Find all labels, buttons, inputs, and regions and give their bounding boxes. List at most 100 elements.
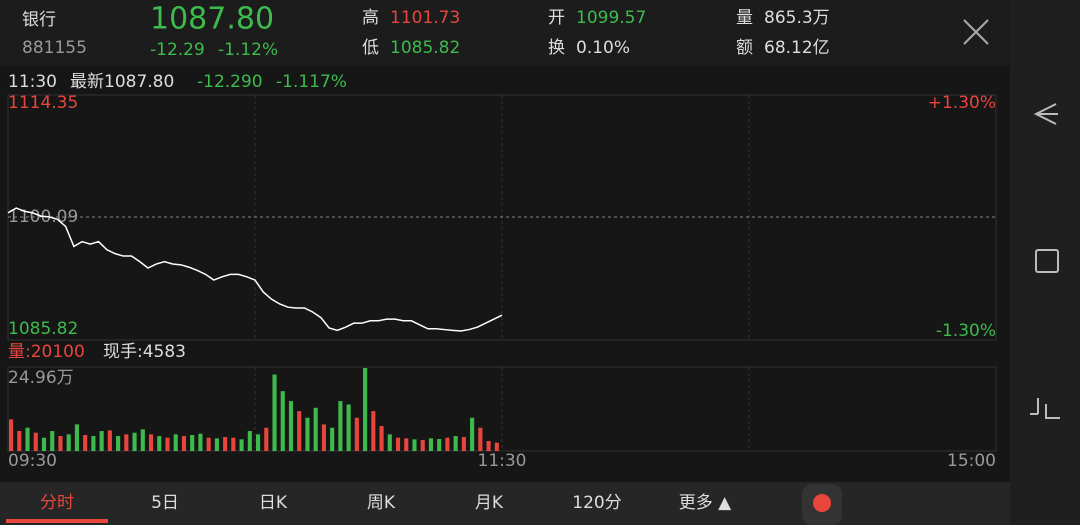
volume-bar bbox=[33, 432, 38, 451]
stat-label: 高 bbox=[362, 8, 379, 28]
stock-name: 银行 bbox=[22, 10, 56, 30]
x-tick-label: 15:00 bbox=[947, 451, 996, 471]
volume-bar bbox=[338, 401, 343, 451]
price: 1087.80 bbox=[150, 2, 274, 37]
volume-bar bbox=[50, 431, 55, 451]
volume-bar bbox=[58, 436, 63, 451]
volume-bar bbox=[66, 434, 71, 451]
price-line bbox=[7, 207, 503, 332]
stat-label: 低 bbox=[362, 38, 379, 58]
volume-bar bbox=[83, 435, 88, 451]
volume-bar bbox=[313, 407, 318, 451]
volume-bar bbox=[321, 424, 326, 451]
volume-bar bbox=[198, 433, 203, 451]
x-tick-label: 11:30 bbox=[478, 451, 527, 471]
stat-label: 量 bbox=[736, 8, 753, 28]
info-change-pct: -1.117% bbox=[276, 72, 347, 92]
volume-bar bbox=[181, 436, 187, 451]
stat-value: 865.3万 bbox=[764, 8, 830, 28]
volume-bar bbox=[272, 374, 277, 451]
record-icon bbox=[813, 494, 831, 512]
volume-bar bbox=[173, 434, 178, 451]
volume-bar bbox=[91, 436, 96, 451]
volume-bar bbox=[132, 432, 137, 451]
x-tick-label: 09:30 bbox=[8, 451, 57, 471]
volume-bar bbox=[387, 434, 392, 451]
volume-bar bbox=[165, 437, 170, 451]
volume-bar bbox=[420, 440, 425, 451]
volume-bar bbox=[17, 431, 22, 451]
volume-bar bbox=[371, 411, 376, 451]
change: -12.29 bbox=[150, 40, 205, 60]
volume-bar bbox=[157, 436, 162, 451]
volume-bar bbox=[305, 417, 310, 451]
y2-tick-label: -1.30% bbox=[936, 321, 996, 341]
volume-bar bbox=[379, 426, 384, 451]
change-pct: -1.12% bbox=[218, 40, 278, 60]
stat-value: 0.10% bbox=[576, 38, 630, 58]
stat-value: 1101.73 bbox=[390, 8, 460, 28]
volume-bar bbox=[247, 431, 252, 451]
volume-bar bbox=[412, 439, 417, 451]
tab-indicator bbox=[6, 519, 108, 523]
volume-bar bbox=[354, 417, 359, 451]
volume-bar bbox=[453, 436, 458, 451]
volume-bar bbox=[404, 438, 409, 451]
volume-bar bbox=[99, 431, 104, 451]
volume-bar bbox=[231, 437, 236, 451]
volume-bar bbox=[363, 368, 368, 451]
header-bg bbox=[0, 0, 1010, 66]
volume-bar bbox=[206, 437, 211, 451]
tab[interactable]: 周K bbox=[367, 493, 396, 513]
tab[interactable]: 5日 bbox=[151, 493, 179, 513]
stat-label: 换 bbox=[548, 38, 565, 58]
volume-bar bbox=[41, 437, 47, 451]
stock-code: 881155 bbox=[22, 38, 87, 58]
y-tick-label: 1114.35 bbox=[8, 93, 78, 113]
volume-bar bbox=[280, 391, 285, 451]
volume-bar bbox=[214, 438, 219, 451]
volume-bar bbox=[445, 437, 450, 451]
tab[interactable]: 月K bbox=[475, 493, 504, 513]
tab[interactable]: 更多 ▲ bbox=[679, 493, 732, 513]
volume-bar bbox=[297, 411, 302, 451]
volume-bar bbox=[346, 404, 351, 451]
nav-home[interactable] bbox=[1035, 249, 1059, 273]
volume-bar bbox=[124, 434, 129, 451]
volume-bar bbox=[264, 427, 269, 451]
y-tick-label: 1085.82 bbox=[8, 319, 78, 339]
nav-bar bbox=[1010, 0, 1080, 525]
y-tick-label: 24.96万 bbox=[8, 368, 74, 388]
volume-bar bbox=[223, 437, 228, 451]
volume-hand: 现手:4583 bbox=[103, 342, 186, 362]
volume-bar bbox=[330, 427, 335, 451]
volume-bar bbox=[116, 436, 121, 451]
tab[interactable]: 分时 bbox=[40, 493, 74, 513]
volume-bar bbox=[478, 427, 483, 451]
volume-bar bbox=[190, 435, 195, 451]
volume-total: 量:20100 bbox=[8, 342, 85, 362]
volume-bar bbox=[461, 437, 466, 451]
nav-back[interactable] bbox=[1033, 103, 1058, 125]
volume-bar bbox=[428, 438, 434, 451]
info-latest: 最新1087.80 bbox=[70, 72, 174, 92]
volume-bar bbox=[437, 439, 442, 451]
stat-value: 1085.82 bbox=[390, 38, 460, 58]
volume-bar bbox=[25, 427, 30, 451]
nav-recent[interactable] bbox=[1030, 398, 1060, 419]
volume-bar bbox=[74, 424, 79, 451]
volume-bar bbox=[9, 419, 14, 451]
volume-bar bbox=[148, 434, 154, 451]
volume-bar bbox=[107, 430, 112, 451]
close-button[interactable] bbox=[963, 19, 989, 45]
volume-bar bbox=[494, 442, 499, 451]
volume-bar bbox=[140, 429, 145, 451]
tab[interactable]: 日K bbox=[259, 493, 288, 513]
volume-bar bbox=[486, 441, 491, 451]
stat-label: 开 bbox=[548, 8, 565, 28]
info-change: -12.290 bbox=[197, 72, 263, 92]
tab[interactable]: 120分 bbox=[572, 493, 621, 513]
volume-bar bbox=[470, 417, 475, 451]
